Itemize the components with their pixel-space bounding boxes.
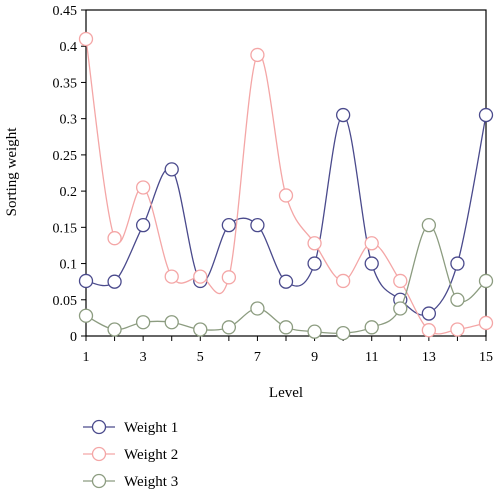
x-tick-label: 7 [254,350,261,365]
data-point [135,315,151,330]
data-point [307,256,322,271]
y-tick-label: 0.15 [53,221,78,236]
x-tick-label: 5 [197,350,204,365]
data-point [221,270,237,285]
y-tick-label: 0.1 [60,258,78,273]
data-point [478,273,494,289]
data-point [250,218,265,233]
data-point [478,107,494,123]
data-point [364,256,379,271]
legend-label: Weight 3 [124,474,178,490]
legend-item: Weight 1 [83,419,178,436]
data-point [364,320,379,335]
x-tick-label: 13 [422,350,436,365]
data-point [107,274,122,289]
legend-item: Weight 3 [83,473,178,490]
legend-marker [91,446,107,462]
data-point [78,31,94,47]
data-point [164,315,179,330]
x-tick-label: 9 [311,350,318,365]
data-point [107,231,122,246]
y-tick-label: 0.35 [53,76,78,91]
data-point [221,218,237,233]
data-point [450,292,465,307]
data-point [335,325,351,341]
data-point [193,269,208,284]
data-point [221,320,237,335]
legend: Weight 1 Weight 2 Weight 3 [83,419,178,490]
data-point [135,180,151,195]
legend-label: Weight 1 [124,420,178,436]
series-2 [78,31,494,338]
data-point [278,274,294,289]
data-point [450,322,465,337]
y-tick-label: 0.45 [53,4,78,19]
data-point [78,273,94,289]
data-point [307,236,322,251]
y-tick-label: 0.25 [53,149,78,164]
x-axis-label: Level [269,385,303,401]
series-group [78,31,494,341]
legend-marker [91,473,107,489]
data-point [450,256,465,271]
data-point [78,308,94,323]
y-tick-label: 0.05 [53,294,78,309]
data-point [421,323,437,338]
data-point [421,306,437,321]
data-point [250,301,265,316]
data-point [164,269,179,284]
data-point [478,315,494,331]
x-tick-label: 1 [83,350,90,365]
y-tick-label: 0.3 [60,113,78,128]
data-point [335,107,351,123]
y-tick-label: 0.4 [60,40,78,55]
legend-label: Weight 2 [124,447,178,463]
data-point [335,273,351,289]
data-point [393,273,408,289]
data-point [278,320,294,335]
data-point [135,218,151,233]
series-3 [78,218,494,341]
y-axis-label: Sorting weight [4,127,20,217]
data-point [307,324,322,339]
x-tick-label: 11 [365,350,378,365]
legend-marker [91,419,107,435]
x-tick-label: 15 [479,350,493,365]
data-point [250,47,265,63]
data-point [193,322,208,337]
data-point [107,322,122,337]
data-point [393,301,408,316]
y-tick-label: 0 [70,330,77,345]
y-tick-label: 0.2 [60,185,78,200]
data-point [164,162,179,177]
x-tick-label: 3 [140,350,147,365]
data-point [278,188,294,203]
legend-item: Weight 2 [83,446,178,463]
data-point [421,218,437,233]
data-point [364,236,379,251]
axes: 00.050.10.150.20.250.30.350.40.451 3 5 7 9 11… [53,4,494,365]
